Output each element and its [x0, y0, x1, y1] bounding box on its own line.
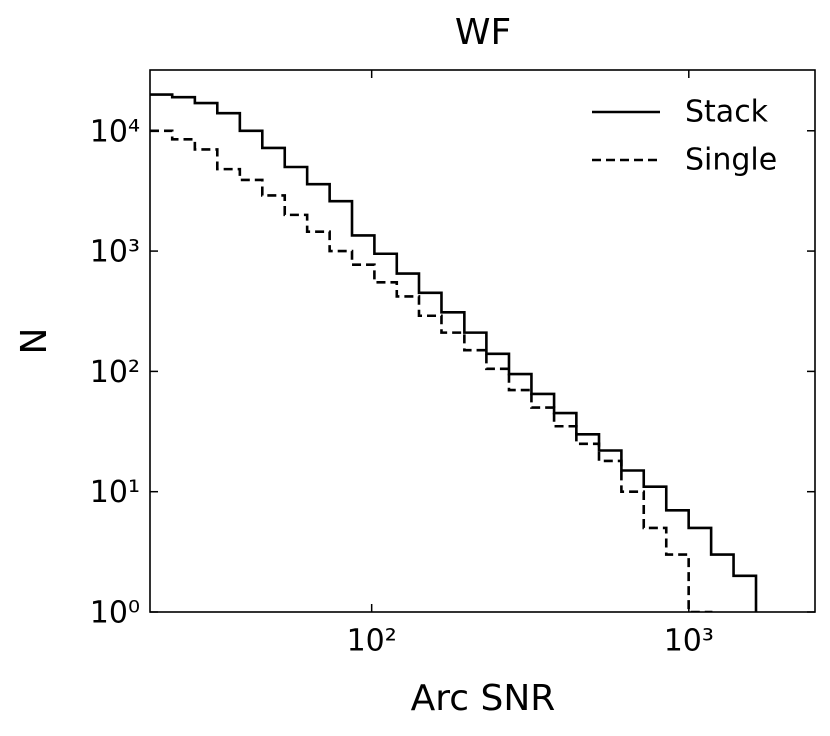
histogram-outline: [150, 93, 758, 612]
axes-frame: [149, 69, 816, 613]
y-tick-label: 10²: [90, 355, 140, 390]
chart-title: WF: [455, 12, 511, 53]
y-axis-label: N: [14, 328, 55, 355]
legend-label: Single: [685, 143, 777, 178]
x-tick-label: 10²: [347, 624, 397, 659]
plot-area: [150, 93, 758, 612]
y-tick-label: 10⁰: [90, 596, 140, 631]
y-tick-label: 10³: [90, 235, 140, 270]
legend-label: Stack: [685, 95, 769, 130]
x-axis-label: Arc SNR: [411, 678, 556, 719]
y-tick-label: 10¹: [90, 475, 140, 510]
x-tick-label: 10³: [664, 624, 714, 659]
histogram-outline: [150, 129, 713, 612]
y-tick-label: 10⁴: [90, 114, 140, 149]
